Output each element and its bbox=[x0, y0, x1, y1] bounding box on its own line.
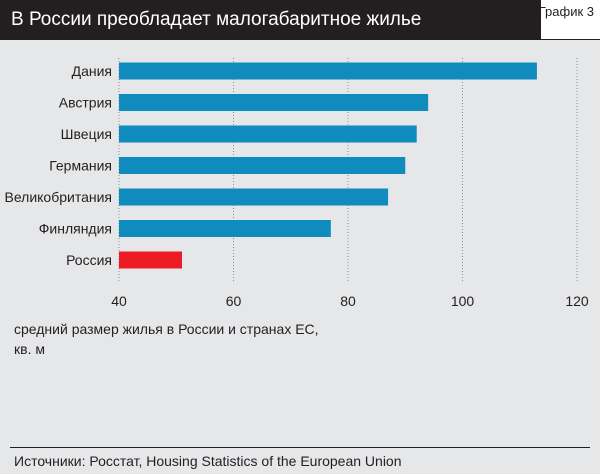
x-tick-label: 40 bbox=[111, 293, 127, 309]
x-tick-label: 120 bbox=[565, 293, 589, 309]
bar-3 bbox=[119, 125, 417, 143]
chart-title: В России преобладает малогабаритное жиль… bbox=[0, 0, 541, 40]
bar-6 bbox=[119, 220, 331, 237]
category-label: Финляндия bbox=[39, 221, 112, 237]
category-label: Россия bbox=[66, 252, 112, 268]
category-label: Австрия bbox=[59, 95, 112, 111]
x-tick-label: 80 bbox=[340, 293, 356, 309]
x-tick-label: 60 bbox=[226, 293, 242, 309]
bars bbox=[119, 62, 537, 269]
category-label: Швеция bbox=[61, 126, 112, 142]
category-label: Великобритания bbox=[4, 189, 112, 205]
bar-2 bbox=[119, 94, 429, 111]
category-label: Германия bbox=[49, 158, 112, 174]
bar-4 bbox=[119, 157, 406, 174]
bar-1 bbox=[119, 62, 537, 80]
category-labels: Дания Австрия Швеция Германия Великобритания… bbox=[4, 63, 112, 268]
bar-chart: Дания Австрия Швеция Германия Великобритания… bbox=[4, 58, 589, 357]
chart-number-label: График 3 bbox=[538, 4, 594, 19]
x-axis-title-line-2: кв. м bbox=[14, 341, 45, 357]
bar-7 bbox=[119, 251, 182, 269]
x-tick-label: 100 bbox=[451, 293, 475, 309]
source-note: Источники: Росстат, Housing Statistics o… bbox=[14, 453, 402, 469]
chart-label-box: График 3 bbox=[538, 0, 600, 40]
x-axis-title-line-1: средний размер жилья в России и странах … bbox=[14, 321, 319, 337]
bar-5 bbox=[119, 188, 389, 206]
source-divider bbox=[10, 447, 590, 448]
category-label: Дания bbox=[72, 63, 112, 79]
x-tick-labels: 40 60 80 100 120 bbox=[111, 293, 589, 309]
